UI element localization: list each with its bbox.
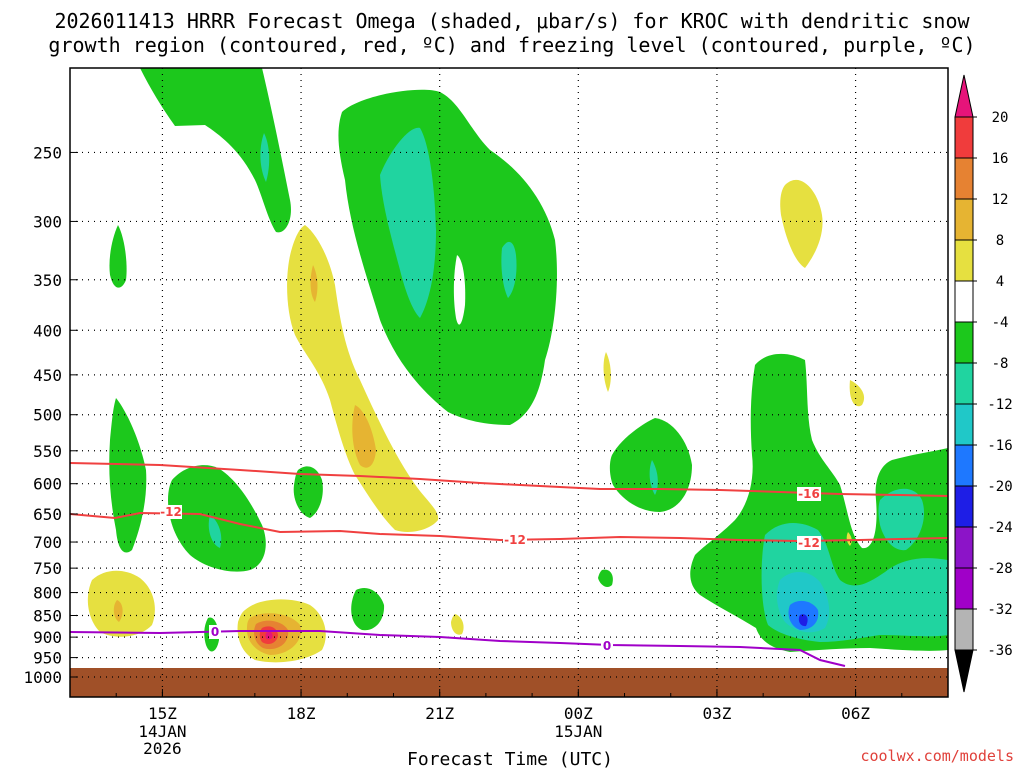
source-credit: coolwx.com/models bbox=[860, 747, 1014, 765]
omega-region-neg8 bbox=[649, 460, 658, 495]
omega-region-pos8 bbox=[352, 405, 376, 468]
omega-region-neg20 bbox=[798, 614, 808, 627]
colorbar-label: 16 bbox=[992, 151, 1009, 167]
colorbar: 20 16 12 8 4 -4 -8 -12 -16 -20 -24 -28 -32 -36 bbox=[954, 74, 1013, 693]
omega-region-neg4 bbox=[351, 587, 385, 631]
omega-region-neg8 bbox=[208, 515, 222, 548]
time-tick-label: 15Z bbox=[148, 704, 177, 723]
colorbar-bin-orange bbox=[954, 157, 974, 200]
omega-region-neg4 bbox=[293, 466, 323, 518]
colorbar-bin-darkblue bbox=[954, 485, 974, 528]
colorbar-bin-red bbox=[954, 116, 974, 159]
omega-region-pos4 bbox=[849, 380, 865, 407]
pressure-tick-label: 600 bbox=[33, 475, 62, 494]
colorbar-bin-teal bbox=[954, 362, 974, 405]
plot-frame bbox=[69, 67, 949, 698]
chart-title-line-2: growth region (contoured, red, ºC) and f… bbox=[48, 33, 975, 57]
dgz-label-middle: -12 bbox=[504, 533, 526, 547]
colorbar-label: -8 bbox=[992, 356, 1009, 372]
colorbar-bin-blue bbox=[954, 444, 974, 487]
time-tick-sublabel: 15JAN bbox=[554, 722, 602, 741]
colorbar-bin-gold bbox=[954, 198, 974, 241]
pressure-tick-label: 750 bbox=[33, 559, 62, 578]
pressure-tick-label: 350 bbox=[33, 271, 62, 290]
colorbar-bin-purple bbox=[954, 526, 974, 569]
omega-region-neg8 bbox=[878, 488, 925, 551]
colorbar-label: -12 bbox=[987, 397, 1012, 413]
x-axis-label: Forecast Time (UTC) bbox=[407, 749, 613, 768]
colorbar-label: 8 bbox=[996, 233, 1004, 249]
colorbar-bin-green bbox=[954, 321, 974, 364]
plot-area: -12 -12 -16 -12 0 0 bbox=[69, 67, 949, 698]
omega-region-pos8 bbox=[310, 265, 318, 302]
omega-region-pos4 bbox=[87, 570, 155, 637]
chart-title-line-1: 2026011413 HRRR Forecast Omega (shaded, … bbox=[54, 9, 970, 33]
dgz-label-right-lower: -12 bbox=[798, 536, 820, 550]
pressure-tick-label: 250 bbox=[33, 143, 62, 162]
pressure-tick-label: 900 bbox=[33, 628, 62, 647]
colorbar-bin-white bbox=[954, 280, 974, 323]
freezing-label-left: 0 bbox=[211, 625, 219, 639]
colorbar-label: -28 bbox=[987, 561, 1012, 577]
pressure-tick-label: 550 bbox=[33, 442, 62, 461]
freezing-label-middle: 0 bbox=[603, 639, 611, 653]
colorbar-top-arrow bbox=[954, 74, 974, 118]
omega-region-neg4 bbox=[598, 569, 613, 588]
colorbar-bin-yellow bbox=[954, 239, 974, 282]
pressure-tick-label: 300 bbox=[33, 212, 62, 231]
time-tick-sublabel: 2026 bbox=[143, 739, 182, 758]
colorbar-label: 20 bbox=[992, 110, 1009, 126]
colorbar-label: -24 bbox=[987, 520, 1012, 536]
colorbar-bottom-arrow bbox=[954, 649, 974, 693]
time-tick-label: 06Z bbox=[841, 704, 870, 723]
omega-region-pos4 bbox=[603, 352, 611, 392]
pressure-tick-label: 400 bbox=[33, 321, 62, 340]
dgz-label-right-upper: -16 bbox=[798, 487, 820, 501]
omega-region-neg4 bbox=[140, 68, 291, 233]
colorbar-label: 12 bbox=[992, 192, 1009, 208]
pressure-tick-label: 800 bbox=[33, 584, 62, 603]
time-tick-label: 00Z bbox=[564, 704, 593, 723]
freezing-level-contour bbox=[69, 630, 846, 667]
time-tick-label: 03Z bbox=[702, 704, 731, 723]
omega-region-pos20 bbox=[265, 631, 273, 640]
ground-below-surface bbox=[70, 668, 948, 697]
omega-region-pos8 bbox=[113, 600, 123, 622]
omega-region-neg8 bbox=[260, 133, 270, 182]
colorbar-label: -16 bbox=[987, 438, 1012, 454]
colorbar-label: 4 bbox=[996, 274, 1004, 290]
time-tick-sublabel: 14JAN bbox=[138, 722, 186, 741]
time-tick-label: 18Z bbox=[287, 704, 316, 723]
colorbar-bin-cyan bbox=[954, 403, 974, 446]
colorbar-bin-violet bbox=[954, 567, 974, 610]
omega-region-neg8 bbox=[380, 127, 436, 318]
pressure-tick-label: 950 bbox=[33, 649, 62, 668]
dgz-label-left: -12 bbox=[160, 505, 182, 519]
pressure-tick-label: 650 bbox=[33, 505, 62, 524]
pressure-tick-label: 700 bbox=[33, 533, 62, 552]
omega-region-pos4 bbox=[451, 614, 464, 635]
pressure-tick-label: 450 bbox=[33, 366, 62, 385]
pressure-tick-label: 1000 bbox=[23, 668, 62, 687]
colorbar-label: -36 bbox=[987, 643, 1012, 659]
contour-label-group: -12 -12 -16 -12 0 0 bbox=[160, 487, 821, 653]
colorbar-bin-gray bbox=[954, 608, 974, 651]
time-tick-label: 21Z bbox=[425, 704, 454, 723]
colorbar-label: -4 bbox=[992, 315, 1009, 331]
colorbar-label: -20 bbox=[987, 479, 1012, 495]
omega-region-pos4 bbox=[287, 225, 439, 532]
pressure-tick-label: 500 bbox=[33, 406, 62, 425]
pressure-tick-label: 850 bbox=[33, 607, 62, 626]
colorbar-label: -32 bbox=[987, 602, 1012, 618]
omega-region-neg8 bbox=[501, 241, 517, 298]
omega-region-pos4 bbox=[780, 179, 823, 268]
omega-hole bbox=[453, 255, 466, 325]
pressure-axis: 250 300 350 400 450 500 550 600 650 700 750 800 850 9… bbox=[23, 143, 78, 687]
omega-region-neg4 bbox=[109, 225, 127, 288]
